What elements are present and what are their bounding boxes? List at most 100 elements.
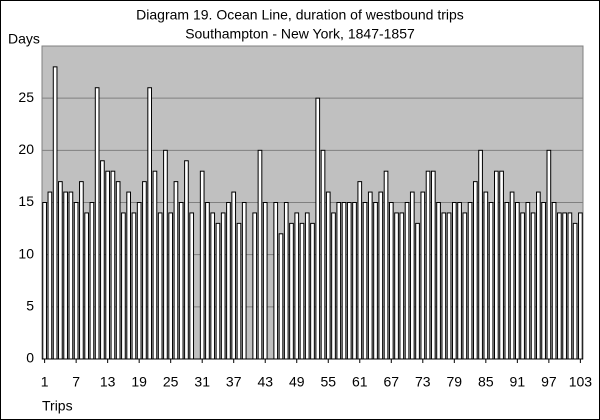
bar [252,212,258,360]
y-tick-label: 20 [18,141,34,157]
bar [325,191,331,360]
bar [115,181,121,360]
bar [173,181,179,360]
bar [388,202,394,360]
bar [126,191,132,360]
bar [409,191,415,360]
bar [68,191,74,360]
x-tick-label: 67 [383,374,399,390]
bar [362,202,368,360]
bar [100,160,105,360]
bar [367,191,373,360]
bar [310,222,315,360]
bar [541,202,546,360]
bar [205,202,210,360]
bar [168,212,174,360]
bar [383,170,389,360]
bar [551,202,557,360]
bar [278,233,284,360]
bar [462,212,468,360]
bar [215,222,221,360]
bar [273,202,279,360]
bar [572,222,578,360]
bar [562,212,567,360]
x-tick-label: 19 [131,374,147,390]
bar [121,212,126,360]
x-tick-label: 7 [72,374,80,390]
bar [47,191,53,360]
bar [142,181,147,360]
y-tick-label: 25 [18,89,34,105]
bar [536,191,541,360]
bar [341,202,347,360]
bar [578,212,583,360]
bar [304,212,310,360]
bar [289,222,294,360]
y-axis-label: Days [8,31,40,47]
x-tick-label: 49 [289,374,305,390]
bar [499,170,504,360]
bar [373,202,378,360]
bar [147,87,153,360]
bar [63,191,68,360]
x-tick-label: 31 [194,374,210,390]
bar [467,202,473,360]
bar [315,97,321,360]
bar [488,202,494,360]
x-tick-label: 55 [320,374,336,390]
x-tick-label: 79 [447,374,463,390]
bar [357,181,363,360]
bar [567,212,573,360]
chart-title: Diagram 19. Ocean Line, duration of west… [136,7,464,23]
x-tick-label: 97 [541,374,557,390]
bar [184,160,189,360]
x-tick-label: 91 [510,374,526,390]
bar [189,212,195,360]
bar [430,170,436,360]
bar [346,202,352,360]
bar [509,191,515,360]
bar [110,170,116,360]
bar [457,202,462,360]
bar [546,149,552,360]
bar [73,202,79,360]
bar [441,212,447,360]
bar [420,191,426,360]
bar [105,170,110,360]
x-tick-label: 73 [415,374,431,390]
bar [241,202,247,360]
bar [436,202,441,360]
bar [294,212,300,360]
bar [320,149,326,360]
x-tick-label: 85 [478,374,494,390]
bar [226,202,231,360]
bar [79,181,84,360]
bar [525,202,531,360]
bar [42,202,47,360]
bar [94,87,100,360]
bar [451,202,457,360]
bar [378,191,384,360]
bar [262,202,268,360]
bar [236,222,242,360]
bar [336,202,342,360]
bar [152,170,158,360]
bar [478,149,483,360]
y-tick-label: 5 [26,298,34,314]
bar [331,212,336,360]
x-tick-label: 13 [100,374,116,390]
bar [157,212,163,360]
bar [210,212,216,360]
bar [231,191,237,360]
bar [52,66,58,360]
bar [493,170,499,360]
y-tick-label: 0 [26,350,34,366]
bar [415,222,420,360]
bar [163,149,168,360]
bar [425,170,431,360]
x-tick-label: 1 [41,374,49,390]
chart-subtitle: Southampton - New York, 1847-1857 [185,26,415,42]
x-tick-label: 103 [569,374,593,390]
bar [299,222,305,360]
